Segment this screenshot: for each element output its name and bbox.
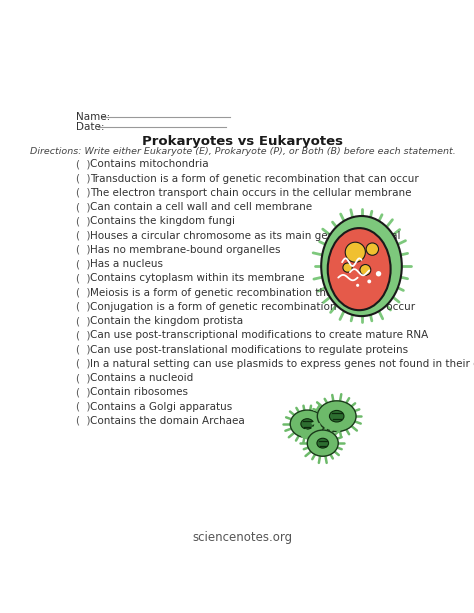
Text: The electron transport chain occurs in the cellular membrane: The electron transport chain occurs in t… (90, 188, 412, 198)
Text: (  ): ( ) (76, 359, 94, 369)
Ellipse shape (301, 419, 314, 429)
Ellipse shape (329, 411, 344, 422)
Circle shape (367, 280, 371, 283)
Text: Contain the kingdom protista: Contain the kingdom protista (90, 316, 243, 326)
Text: Conjugation is a form of genetic recombination that can occur: Conjugation is a form of genetic recombi… (90, 302, 415, 312)
Text: (  ): ( ) (76, 345, 94, 354)
Text: Houses a circular chromosome as its main genetic material: Houses a circular chromosome as its main… (90, 230, 401, 241)
Circle shape (345, 242, 365, 262)
Text: Meiosis is a form of genetic recombination that can occur: Meiosis is a form of genetic recombinati… (90, 287, 391, 298)
Text: (  ): ( ) (76, 316, 94, 326)
Text: Has no membrane-bound organelles: Has no membrane-bound organelles (90, 245, 281, 255)
Ellipse shape (290, 410, 324, 438)
Ellipse shape (321, 216, 402, 316)
Text: Contain ribosomes: Contain ribosomes (90, 387, 188, 397)
Text: (  ): ( ) (76, 259, 94, 269)
Text: (  ): ( ) (76, 216, 94, 226)
Text: Date:: Date: (76, 122, 105, 132)
Text: (  ): ( ) (76, 416, 94, 426)
Text: (  ): ( ) (76, 387, 94, 397)
Text: Can use post-transcriptional modifications to create mature RNA: Can use post-transcriptional modificatio… (90, 330, 428, 340)
Ellipse shape (317, 401, 356, 432)
Text: (  ): ( ) (76, 230, 94, 241)
Text: Can contain a cell wall and cell membrane: Can contain a cell wall and cell membran… (90, 202, 312, 212)
Text: sciencenotes.org: sciencenotes.org (193, 531, 293, 544)
Text: Has a nucleus: Has a nucleus (90, 259, 163, 269)
Text: (  ): ( ) (76, 273, 94, 283)
Text: Contains a Golgi apparatus: Contains a Golgi apparatus (90, 402, 233, 411)
Text: Can use post-translational modifications to regulate proteins: Can use post-translational modifications… (90, 345, 409, 354)
Text: (  ): ( ) (76, 330, 94, 340)
Text: (  ): ( ) (76, 302, 94, 312)
Text: (  ): ( ) (76, 173, 94, 184)
Text: Contains the domain Archaea: Contains the domain Archaea (90, 416, 245, 426)
Text: Directions: Write either Eukaryote (E), Prokaryote (P), or Both (B) before each : Directions: Write either Eukaryote (E), … (30, 147, 456, 156)
Circle shape (356, 284, 359, 287)
Circle shape (360, 265, 371, 275)
Text: (  ): ( ) (76, 245, 94, 255)
Text: (  ): ( ) (76, 287, 94, 298)
Text: Contains cytoplasm within its membrane: Contains cytoplasm within its membrane (90, 273, 305, 283)
Ellipse shape (328, 228, 391, 310)
Text: Contains mitochondria: Contains mitochondria (90, 159, 209, 169)
Text: (  ): ( ) (76, 373, 94, 383)
Text: Contains a nucleoid: Contains a nucleoid (90, 373, 193, 383)
Text: Transduction is a form of genetic recombination that can occur: Transduction is a form of genetic recomb… (90, 173, 419, 184)
Circle shape (366, 243, 379, 255)
Text: (  ): ( ) (76, 159, 94, 169)
Text: In a natural setting can use plasmids to express genes not found in their chromo: In a natural setting can use plasmids to… (90, 359, 474, 369)
Text: (  ): ( ) (76, 202, 94, 212)
Text: Name:: Name: (76, 112, 110, 123)
Text: (  ): ( ) (76, 402, 94, 411)
Text: Prokaryotes vs Eukaryotes: Prokaryotes vs Eukaryotes (142, 135, 344, 148)
Ellipse shape (307, 430, 338, 456)
Circle shape (376, 271, 381, 276)
Text: (  ): ( ) (76, 188, 94, 198)
Ellipse shape (317, 438, 328, 448)
Circle shape (343, 263, 352, 272)
Text: Contains the kingdom fungi: Contains the kingdom fungi (90, 216, 235, 226)
